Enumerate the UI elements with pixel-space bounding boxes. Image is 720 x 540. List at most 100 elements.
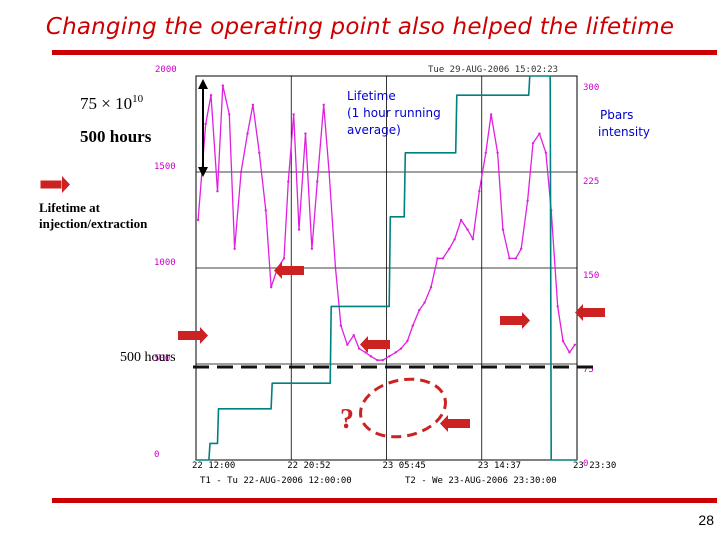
lifetime-point <box>399 347 403 350</box>
left-tick-label: 1000 <box>154 258 176 268</box>
x-tick-label: 23 14:37 <box>478 461 521 471</box>
lifetime-point <box>287 180 290 183</box>
t1-label: T1 - Tu 22-AUG-2006 12:00:00 <box>200 476 352 486</box>
scale-value-label: 75 × 1010 <box>80 93 144 113</box>
page-number: 28 <box>698 512 714 528</box>
lifetime-point <box>369 355 373 358</box>
x-tick-label: 23 23:30 <box>573 461 616 471</box>
lifetime-point <box>381 358 384 362</box>
lifetime-point <box>258 151 261 154</box>
injection-label-line-2: injection/extraction <box>39 216 148 231</box>
right-tick-label: 75 <box>583 365 594 375</box>
lifetime-point <box>526 199 529 202</box>
lifetime-point <box>471 238 475 241</box>
lifetime-point <box>304 132 307 135</box>
lifetime-point <box>568 351 571 354</box>
lifetime-point <box>269 286 273 289</box>
x-tick-label: 22 12:00 <box>192 461 235 471</box>
lifetime-point <box>538 132 541 135</box>
lifetime-point <box>441 257 445 260</box>
scale-value-text: 75 × 1010 <box>80 93 144 113</box>
question-mark: ? <box>340 404 354 435</box>
lifetime-point <box>216 190 219 193</box>
slide-title: Changing the operating point also helped… <box>45 14 675 40</box>
highlight-ellipse <box>359 377 447 439</box>
lifetime-point <box>531 142 535 145</box>
right-tick-label: 300 <box>583 83 599 93</box>
reference-line-label: 500 hours <box>120 350 176 365</box>
pbars-label-line-1: Pbars <box>600 108 633 122</box>
lifetime-point <box>228 113 231 116</box>
left-tick-label: 0 <box>154 450 159 460</box>
lifetime-point <box>418 309 421 312</box>
lifetime-point <box>387 355 391 358</box>
pbars-series-label: Pbars intensity <box>598 108 650 139</box>
header-left-label: 2000 <box>155 65 177 75</box>
lifetime-point <box>406 339 409 343</box>
lifetime-series-label: Lifetime (1 hour running average) <box>347 89 441 137</box>
title-rule <box>52 50 717 55</box>
lifetime-point <box>339 324 343 327</box>
series-layer <box>196 75 577 461</box>
lifetime-point <box>436 257 439 260</box>
red-arrow-2 <box>360 336 390 353</box>
lifetime-point <box>251 103 255 107</box>
lifetime-point <box>327 170 331 174</box>
right-axis-ticks: 300 225 150 75 0 <box>583 83 599 469</box>
lifetime-point <box>233 247 236 250</box>
lifetime-point <box>316 180 319 183</box>
lifetime-point <box>204 122 207 126</box>
pbars-intensity-line <box>196 75 577 461</box>
lifetime-point <box>282 257 286 260</box>
right-tick-label: 150 <box>583 271 599 281</box>
lifetime-point <box>519 247 523 250</box>
lifetime-point <box>221 84 225 87</box>
bottom-rule <box>52 498 717 503</box>
lifetime-point <box>478 190 481 193</box>
left-tick-label: 1500 <box>154 162 176 172</box>
lifetime-point <box>459 218 463 222</box>
lifetime-point <box>453 238 456 241</box>
t2-label: T2 - We 23-AUG-2006 23:30:00 <box>405 476 557 486</box>
red-arrow-4 <box>575 304 605 321</box>
scale-hours-label: 500 hours <box>80 127 152 146</box>
lifetime-point <box>264 209 267 212</box>
lifetime-label-line-1: Lifetime <box>347 89 396 103</box>
lifetime-point <box>411 324 414 327</box>
injection-label-line-1: Lifetime at <box>39 200 101 215</box>
lifetime-label-line-3: average) <box>347 123 401 137</box>
x-axis-ticks: 22 12:00 22 20:52 23 05:45 23 14:37 23 23:30 <box>192 461 616 471</box>
lifetime-point <box>310 247 314 250</box>
lifetime-point <box>489 113 493 116</box>
lifetime-point <box>508 257 511 260</box>
lifetime-point <box>423 301 426 304</box>
red-arrow-5 <box>178 327 208 344</box>
lifetime-point <box>297 228 301 231</box>
marker-arrows <box>39 176 605 432</box>
lifetime-point <box>561 339 565 343</box>
scale-double-arrow <box>198 79 208 177</box>
lifetime-point <box>484 151 487 154</box>
lifetime-point <box>429 286 433 289</box>
right-tick-label: 225 <box>583 177 599 187</box>
lifetime-point <box>448 247 451 250</box>
lifetime-point <box>322 103 325 107</box>
red-arrow-3 <box>500 312 530 329</box>
red-arrow-6 <box>440 415 470 432</box>
lifetime-point <box>239 170 243 174</box>
header-right-label: Tue 29-AUG-2006 15:02:23 <box>428 65 558 75</box>
x-tick-label: 23 05:45 <box>383 461 426 471</box>
lifetime-point <box>376 358 379 362</box>
lifetime-point <box>346 343 349 346</box>
lifetime-point <box>544 151 548 154</box>
lifetime-line <box>197 84 576 361</box>
lifetime-point <box>352 334 355 337</box>
pbars-label-line-2: intensity <box>598 125 650 139</box>
lifetime-point <box>196 218 200 222</box>
lifetime-point <box>292 113 295 116</box>
lifetime-point <box>394 351 397 354</box>
lifetime-point <box>556 305 559 308</box>
lifetime-point <box>364 351 367 354</box>
x-tick-label: 22 20:52 <box>287 461 330 471</box>
